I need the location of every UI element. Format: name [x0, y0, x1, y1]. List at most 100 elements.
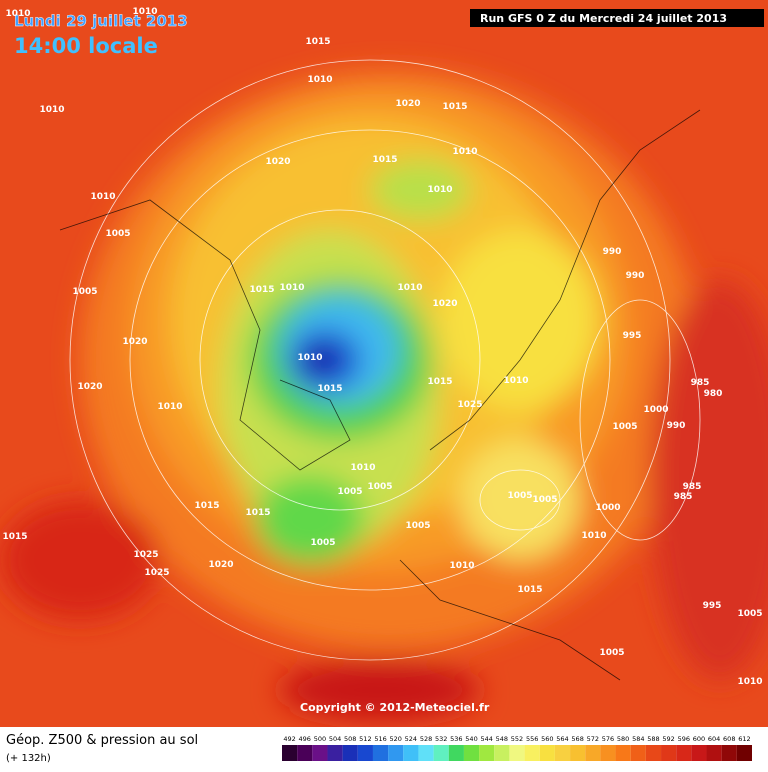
isobar-label: 1005 [507, 491, 532, 501]
legend-value: 608 [723, 735, 735, 743]
legend-swatch [524, 745, 540, 761]
legend-value: 524 [405, 735, 417, 743]
isobar-label: 990 [603, 247, 622, 257]
legend-swatch [448, 745, 464, 761]
legend-value: 536 [450, 735, 462, 743]
isobar-label: 1010 [427, 185, 452, 195]
isobar-label: 1015 [517, 585, 542, 595]
legend-swatch [494, 745, 510, 761]
legend-value: 520 [389, 735, 401, 743]
legend-swatch [539, 745, 555, 761]
isobar-label: 1010 [581, 531, 606, 541]
legend-swatch [479, 745, 495, 761]
legend-swatch [600, 745, 616, 761]
isobar-label: 1025 [457, 400, 482, 410]
legend-value: 604 [708, 735, 720, 743]
isobar-label: 985 [691, 378, 710, 388]
isobar-label: 1010 [397, 283, 422, 293]
isobar-label: 1005 [367, 482, 392, 492]
isobar-label: 1010 [157, 402, 182, 412]
footer-title: Géop. Z500 & pression au sol [6, 733, 198, 748]
isobar-label: 1010 [297, 353, 322, 363]
legend-swatch [721, 745, 737, 761]
isobar-label: 1015 [372, 155, 397, 165]
isobar-label: 1020 [395, 99, 420, 109]
isobar-label: 1010 [350, 463, 375, 473]
legend-swatch [570, 745, 586, 761]
isobar-label: 1005 [532, 495, 557, 505]
legend-value: 600 [693, 735, 705, 743]
legend-swatch [403, 745, 419, 761]
isobar-label: 1010 [39, 105, 64, 115]
isobar-label: 1020 [265, 157, 290, 167]
legend-swatch [509, 745, 525, 761]
legend-value: 528 [420, 735, 432, 743]
legend-value: 512 [359, 735, 371, 743]
isobar-label: 995 [703, 601, 722, 611]
isobar-label: 980 [704, 389, 723, 399]
isobar-label: 1005 [737, 609, 762, 619]
isobar-label: 1010 [90, 192, 115, 202]
legend-swatch [706, 745, 722, 761]
legend-swatch [676, 745, 692, 761]
legend-swatch [327, 745, 343, 761]
legend-swatch [630, 745, 646, 761]
legend-swatch [661, 745, 677, 761]
legend-value: 584 [632, 735, 644, 743]
run-banner [470, 9, 764, 27]
isobar-label: 1010 [279, 283, 304, 293]
isobar-label: 1015 [249, 285, 274, 295]
legend-value: 504 [329, 735, 341, 743]
legend-value: 564 [556, 735, 568, 743]
legend-swatch [342, 745, 358, 761]
run-info: Run GFS 0 Z du Mercredi 24 juillet 2013 [480, 12, 727, 25]
isobar-label: 1010 [503, 376, 528, 386]
isobar-label: 1020 [122, 337, 147, 347]
legend-value: 500 [314, 735, 326, 743]
isobar-label: 1005 [405, 521, 430, 531]
isobar-label: 1005 [105, 229, 130, 239]
isobar-label: 1015 [427, 377, 452, 387]
legend-value: 532 [435, 735, 447, 743]
legend-swatch [585, 745, 601, 761]
legend-swatch [297, 745, 313, 761]
legend-value: 612 [738, 735, 750, 743]
legend-value: 596 [678, 735, 690, 743]
legend-value: 572 [587, 735, 599, 743]
legend-swatch [615, 745, 631, 761]
copyright: Copyright © 2012-Meteociel.fr [300, 701, 490, 714]
legend-value: 580 [617, 735, 629, 743]
isobar-label: 1005 [599, 648, 624, 658]
legend-swatch [282, 745, 298, 761]
legend-value: 548 [496, 735, 508, 743]
legend-value: 508 [344, 735, 356, 743]
legend-swatch [357, 745, 373, 761]
legend-value: 568 [571, 735, 583, 743]
legend-value: 560 [541, 735, 553, 743]
legend-value: 540 [465, 735, 477, 743]
legend-value: 588 [647, 735, 659, 743]
legend-value: 492 [283, 735, 295, 743]
isobar-label: 1010 [737, 677, 762, 687]
legend-swatch [312, 745, 328, 761]
isobar-label: 1010 [132, 7, 157, 17]
footer-lead: (+ 132h) [6, 753, 51, 764]
isobar-label: 990 [667, 421, 686, 431]
isobar-label: 990 [626, 271, 645, 281]
legend-swatch [418, 745, 434, 761]
legend-swatch [372, 745, 389, 761]
isobar-label: 1015 [317, 384, 342, 394]
legend-value: 576 [602, 735, 614, 743]
isobar-label: 1005 [310, 538, 335, 548]
isobar-label: 1020 [77, 382, 102, 392]
legend-value: 552 [511, 735, 523, 743]
isobar-label: 1010 [307, 75, 332, 85]
isobar-label: 1010 [449, 561, 474, 571]
legend-value: 516 [374, 735, 386, 743]
map-field [0, 0, 768, 727]
legend-value: 544 [480, 735, 492, 743]
isobar-label: 1010 [452, 147, 477, 157]
isobar-label: 1020 [208, 560, 233, 570]
legend-swatch [736, 745, 752, 761]
